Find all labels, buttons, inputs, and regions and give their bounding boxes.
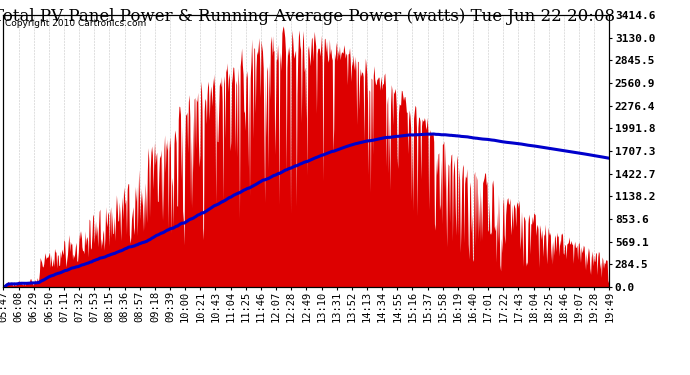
Text: Total PV Panel Power & Running Average Power (watts) Tue Jun 22 20:08: Total PV Panel Power & Running Average P… [0,8,615,25]
Text: Copyright 2010 Cartronics.com: Copyright 2010 Cartronics.com [5,19,146,28]
